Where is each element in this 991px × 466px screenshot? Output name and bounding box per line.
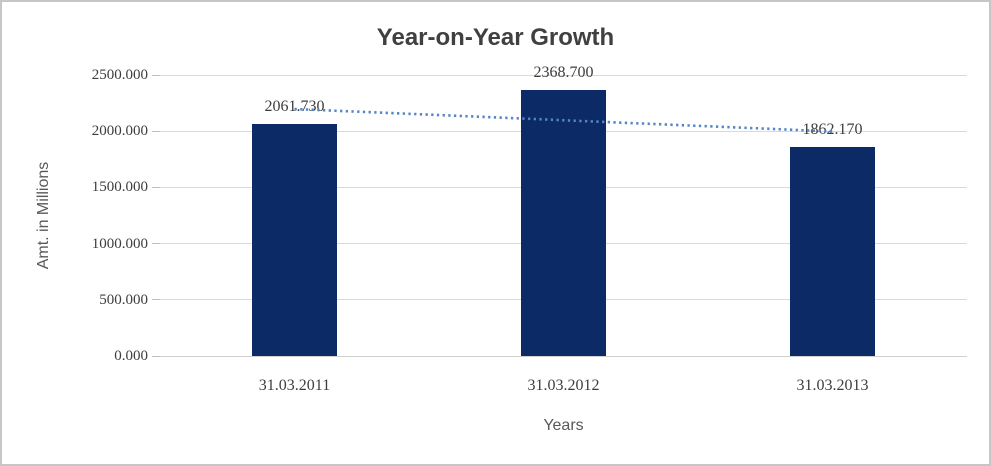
bar xyxy=(790,146,875,356)
y-axis-tick-mark xyxy=(152,186,160,188)
y-axis-tick-mark xyxy=(152,74,160,76)
y-axis-tick-mark xyxy=(152,355,160,357)
x-tick-label: 31.03.2012 xyxy=(527,377,600,394)
y-axis-tick-mark xyxy=(152,130,160,132)
chart-title: Year-on-Year Growth xyxy=(376,24,615,51)
x-axis-title: Years xyxy=(543,417,584,434)
data-label: 2061.730 xyxy=(264,98,325,116)
data-label: 1862.170 xyxy=(802,120,863,138)
y-tick-label: 2500.000 xyxy=(91,67,148,83)
x-tick-label: 31.03.2011 xyxy=(258,377,331,394)
y-tick-label: 500.000 xyxy=(99,291,148,308)
y-tick-label: 1500.000 xyxy=(91,179,148,196)
y-axis-title: Amt. in Millions xyxy=(35,161,52,270)
bar xyxy=(521,89,606,356)
data-label: 2368.700 xyxy=(533,63,594,81)
bar xyxy=(252,124,337,356)
x-tick-label: 31.03.2013 xyxy=(796,377,869,394)
y-tick-label: 1000.000 xyxy=(91,235,148,252)
y-axis-tick-mark xyxy=(152,243,160,245)
y-tick-label: 0.000 xyxy=(114,348,148,364)
gridline xyxy=(160,355,967,357)
y-tick-label: 2000.000 xyxy=(91,123,148,140)
y-axis-tick-mark xyxy=(152,299,160,301)
gridline xyxy=(160,74,967,76)
